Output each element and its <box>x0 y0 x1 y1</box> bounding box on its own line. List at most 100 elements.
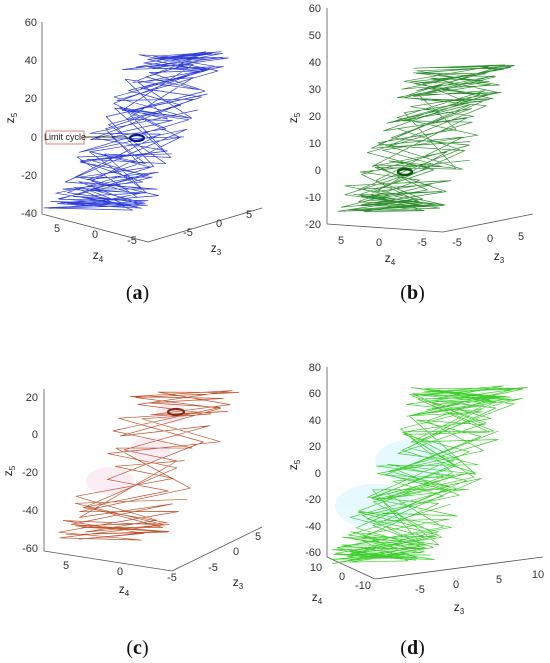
z3-tick: 0 <box>216 218 222 230</box>
trajectory-d <box>330 385 529 564</box>
axes-d <box>326 367 544 580</box>
trajectory-line <box>337 64 515 213</box>
z3-axis-label: z3 <box>211 241 222 257</box>
z-tick: 40 <box>25 55 37 67</box>
z3-ticks-a: -5 0 5 <box>183 209 252 239</box>
z4-tick: -10 <box>355 580 371 592</box>
z3-axis-line <box>442 213 534 233</box>
z-tick: 0 <box>315 468 321 480</box>
z4-ticks-a: 5 0 -5 <box>54 223 137 247</box>
z-axis-sub: 5 <box>10 112 19 117</box>
trajectory-line <box>43 51 229 211</box>
z3-tick: -5 <box>452 237 462 249</box>
z4-ticks-c: 5 0 -5 <box>63 560 177 584</box>
caption-b-letter: b <box>406 282 419 304</box>
z-tick: 40 <box>309 57 321 69</box>
z4-tick: -5 <box>127 235 137 247</box>
z-axis-label: z5 <box>3 112 19 123</box>
trajectory-line <box>58 390 240 541</box>
z-ticks-d: 80 60 40 20 0 -20 -40 -60 <box>305 362 321 559</box>
z4-tick: -5 <box>167 572 177 584</box>
trajectory-c <box>58 390 240 541</box>
z-tick: -40 <box>22 505 38 517</box>
z-tick: 10 <box>309 138 321 150</box>
z-tick: 80 <box>309 362 321 374</box>
trajectory-a <box>43 51 229 211</box>
z4-tick: -5 <box>417 237 427 249</box>
z-tick: 60 <box>309 388 321 400</box>
z3-ticks-d: -5 0 5 10 <box>415 569 544 596</box>
z3-ticks-b: -5 0 5 <box>452 231 524 249</box>
z-tick: -10 <box>305 192 321 204</box>
z4-ticks-d: 10 0 -10 <box>310 562 371 592</box>
limit-cycle-marker <box>166 407 186 417</box>
axes-a <box>41 22 263 243</box>
z4-axis-label: z4 <box>93 248 104 264</box>
z-axis-label: z5 <box>286 112 302 123</box>
z-tick: 60 <box>309 3 321 15</box>
z-ticks-a: 60 40 20 0 -20 -40 <box>21 17 37 220</box>
z3-tick: -5 <box>183 227 193 239</box>
chart-b-svg: 60 50 40 30 20 10 0 -10 -20 5 0 -5 -5 0 … <box>286 3 534 267</box>
z4-tick: 10 <box>310 562 322 574</box>
caption-a-letter: a <box>132 282 143 304</box>
z-tick: 60 <box>25 17 37 29</box>
z-tick: -20 <box>305 219 321 231</box>
z4-axis-label: z4 <box>119 582 130 598</box>
z4-axis-line <box>41 213 149 243</box>
trajectory-line <box>330 385 529 564</box>
limit-cycle-annotation: Limit cycle <box>44 132 86 142</box>
z-tick: -20 <box>21 170 37 182</box>
z-tick: -40 <box>21 208 37 220</box>
panel-c: 20 0 -20 -40 -60 5 0 -5 -5 0 5 z5 z4 z3 <box>0 331 275 662</box>
z3-axis-line <box>374 556 544 580</box>
z-tick: 40 <box>309 415 321 427</box>
trajectory-b <box>337 64 515 213</box>
z-tick: 0 <box>31 132 37 144</box>
z3-tick: 5 <box>246 209 252 221</box>
z4-axis-line <box>43 550 173 572</box>
z-tick: 50 <box>309 30 321 42</box>
z-axis-label: z5 <box>286 459 302 470</box>
z3-tick: 10 <box>532 569 544 581</box>
z3-tick: 5 <box>255 531 261 543</box>
limit-cycle-marker <box>396 167 414 177</box>
panel-b: 60 50 40 30 20 10 0 -10 -20 5 0 -5 -5 0 … <box>275 0 550 331</box>
z-tick: 30 <box>309 84 321 96</box>
caption-c-letter: c <box>133 637 142 659</box>
z3-ticks-c: -5 0 5 <box>208 531 261 574</box>
z4-tick: 5 <box>63 560 69 572</box>
z4-axis-line <box>326 556 376 580</box>
z3-axis-line <box>171 526 263 572</box>
axes-c <box>43 389 263 572</box>
limit-cycle-annotation-box <box>45 130 85 145</box>
z-tick: -60 <box>305 547 321 559</box>
z4-axis-label: z4 <box>385 251 396 267</box>
z4-axis-line <box>326 223 444 233</box>
z4-tick: 0 <box>92 229 98 241</box>
z4-ticks-b: 5 0 -5 <box>338 235 427 249</box>
z3-tick: -5 <box>415 584 425 596</box>
z-tick: 0 <box>32 429 38 441</box>
z-tick: 20 <box>26 392 38 404</box>
halo-blob <box>375 439 455 483</box>
z4-tick: 5 <box>338 235 344 247</box>
z3-axis-line <box>147 207 263 243</box>
panel-d: 80 60 40 20 0 -20 -40 -60 10 0 -10 -5 0 … <box>275 331 550 662</box>
caption-a: (a) <box>125 282 150 304</box>
caption-d-letter: d <box>406 637 419 659</box>
halo-blob <box>86 467 134 495</box>
z3-axis-label: z3 <box>233 575 244 591</box>
z4-tick: 0 <box>117 566 123 578</box>
z3-tick: 5 <box>496 574 502 586</box>
chart-c-svg: 20 0 -20 -40 -60 5 0 -5 -5 0 5 z5 z4 z3 <box>1 389 263 598</box>
z3-axis-label: z3 <box>454 600 465 616</box>
z-tick: 20 <box>25 93 37 105</box>
chart-a-svg: 60 40 20 0 -20 -40 5 0 -5 -5 0 5 z5 z4 z… <box>3 17 263 264</box>
z3-tick: 0 <box>487 233 493 245</box>
z3-tick: 0 <box>453 579 459 591</box>
limit-cycle-marker <box>128 133 146 143</box>
chart-d-svg: 80 60 40 20 0 -20 -40 -60 10 0 -10 -5 0 … <box>286 362 544 616</box>
z-tick: -40 <box>305 521 321 533</box>
z-tick: -60 <box>22 543 38 555</box>
